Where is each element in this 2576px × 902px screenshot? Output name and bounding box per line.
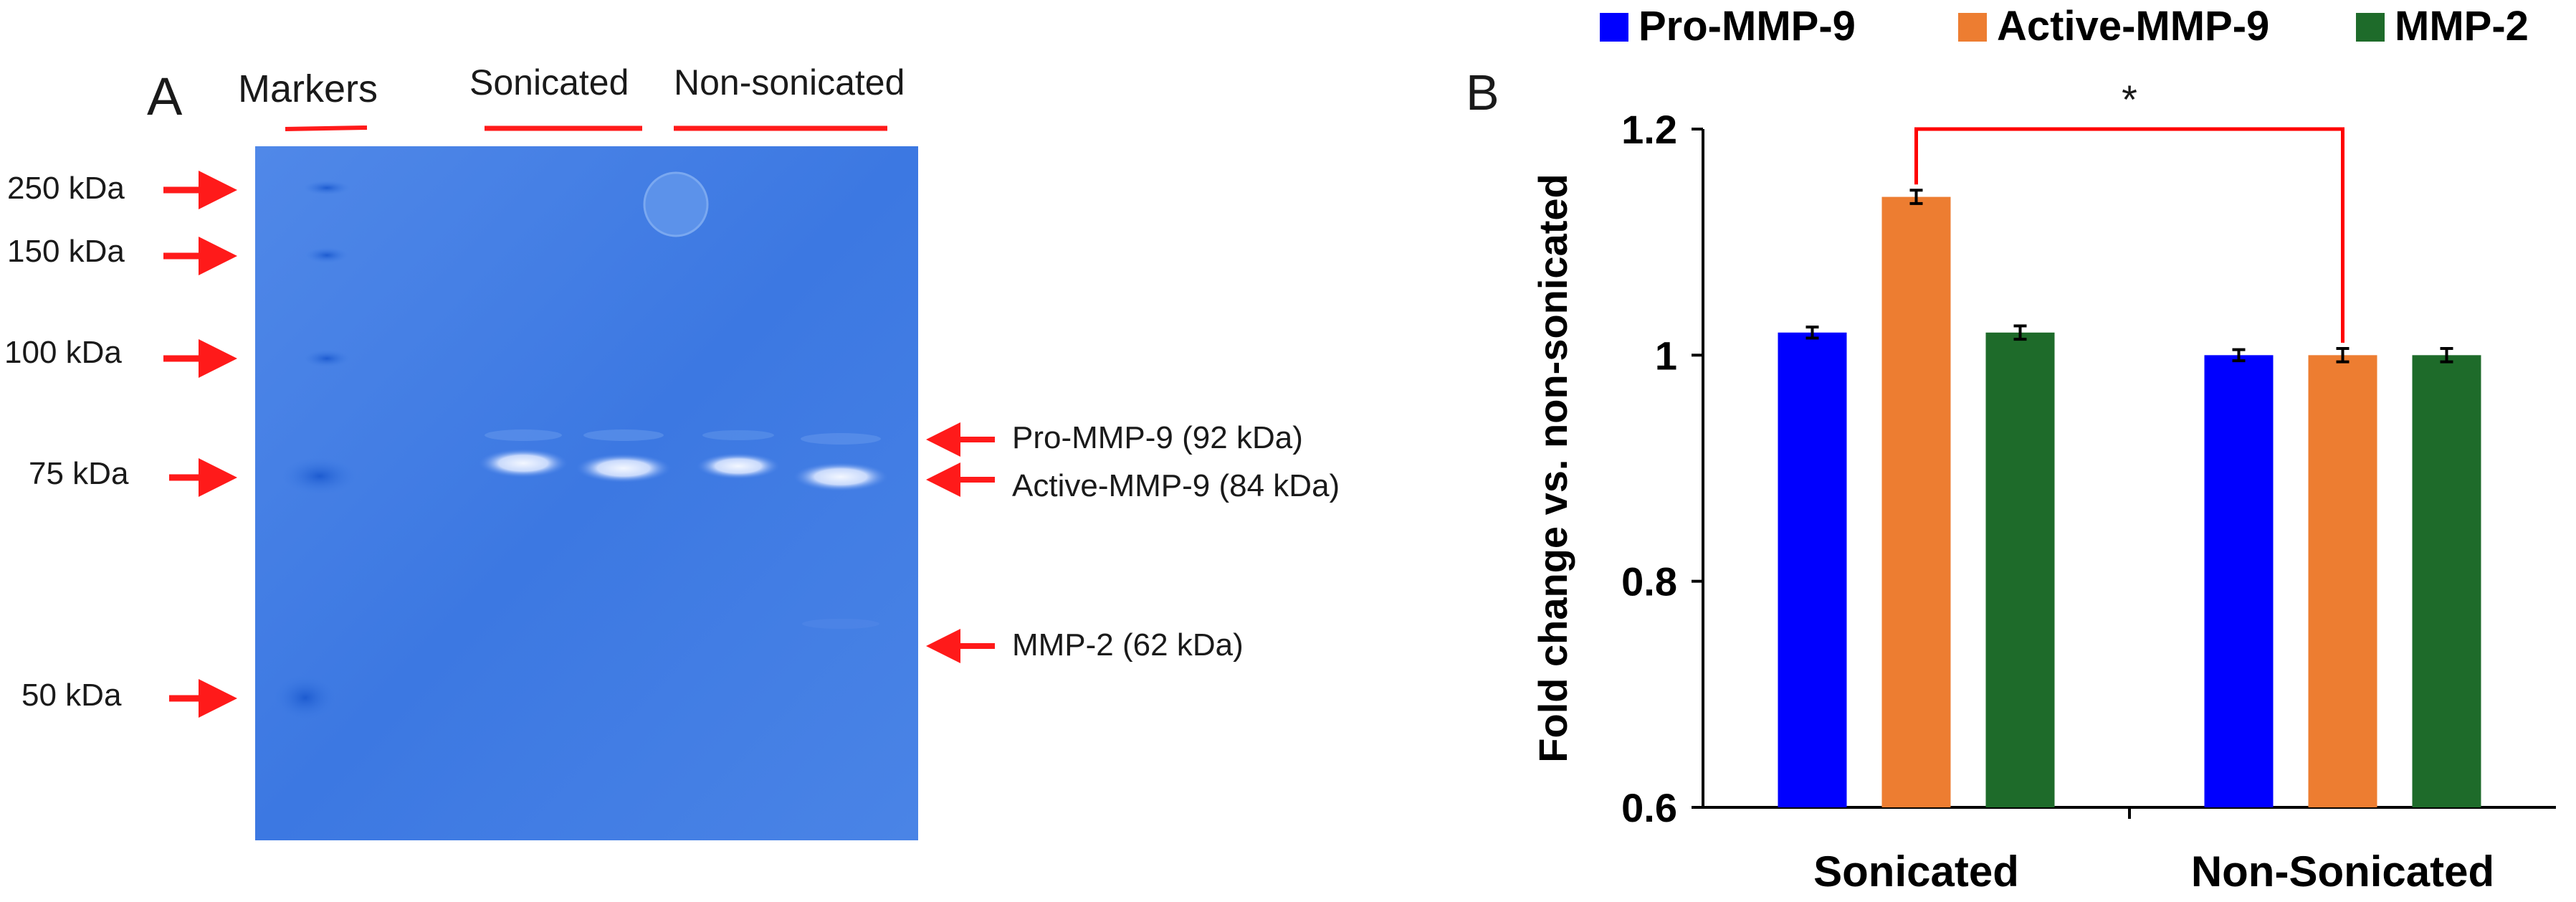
panel-a: A Markers Sonicated Non-sonicated bbox=[4, 62, 1340, 840]
bar-active-mmp-9-sonicated bbox=[1881, 196, 1951, 808]
panel-b: B Pro-MMP-9 Active-MMP-9 MMP-2 0.6 0.8 1 1.2 F… bbox=[1466, 3, 2556, 896]
y-axis-title: Fold change vs. non-sonicated bbox=[1530, 174, 1575, 762]
legend-label-pro-mmp-9: Pro-MMP-9 bbox=[1638, 3, 1856, 49]
sonicated-group-label: Sonicated bbox=[469, 62, 629, 103]
y-tick-label: 0.8 bbox=[1621, 559, 1677, 604]
ladder-label-75: 75 kDa bbox=[29, 456, 129, 491]
bar-pro-mmp-9-non-sonicated bbox=[2204, 355, 2274, 807]
sample-bands bbox=[479, 429, 888, 629]
ladder-label-100: 100 kDa bbox=[4, 335, 122, 370]
ladder-label-250: 250 kDa bbox=[7, 171, 125, 206]
significance-bracket bbox=[1914, 127, 2344, 343]
chart-legend: Pro-MMP-9 Active-MMP-9 MMP-2 bbox=[1600, 3, 2529, 49]
ladder-label-150: 150 kDa bbox=[7, 234, 125, 269]
band-label-active-mmp9: Active-MMP-9 (84 kDa) bbox=[1012, 468, 1340, 503]
gel-image bbox=[255, 146, 918, 840]
legend-swatch-active-mmp-9 bbox=[1958, 13, 1987, 42]
y-tick-label: 1.2 bbox=[1621, 107, 1677, 152]
legend-label-active-mmp-9: Active-MMP-9 bbox=[1997, 3, 2269, 49]
panel-a-label: A bbox=[147, 67, 183, 126]
bar-active-mmp-9-non-sonicated bbox=[2308, 355, 2377, 807]
markers-underline bbox=[285, 125, 368, 131]
panel-b-label: B bbox=[1466, 65, 1499, 120]
bar-pro-mmp-9-sonicated bbox=[1778, 332, 1847, 807]
marker-ladder bbox=[274, 181, 357, 721]
y-tick-label: 0.6 bbox=[1621, 785, 1677, 830]
markers-label: Markers bbox=[238, 67, 378, 110]
bar-mmp-2-non-sonicated bbox=[2412, 355, 2481, 807]
x-tick-label-sonicated: Sonicated bbox=[1813, 848, 2019, 896]
ladder-label-50: 50 kDa bbox=[22, 678, 122, 713]
bar-chart: 0.6 0.8 1 1.2 Fold change vs. non-sonicated S… bbox=[1530, 77, 2556, 896]
x-tick-label-non-sonicated: Non-Sonicated bbox=[2191, 848, 2494, 896]
legend-label-mmp-2: MMP-2 bbox=[2395, 3, 2529, 49]
y-tick-label: 1 bbox=[1655, 333, 1677, 378]
gel-bubble bbox=[643, 171, 709, 237]
band-label-pro-mmp9: Pro-MMP-9 (92 kDa) bbox=[1012, 420, 1303, 455]
band-label-mmp2: MMP-2 (62 kDa) bbox=[1012, 627, 1244, 663]
bar-mmp-2-sonicated bbox=[1985, 332, 2055, 807]
significance-marker: * bbox=[2122, 77, 2137, 122]
legend-swatch-mmp-2 bbox=[2356, 13, 2385, 42]
legend-swatch-pro-mmp-9 bbox=[1600, 13, 1628, 42]
non-sonicated-group-label: Non-sonicated bbox=[674, 62, 905, 103]
